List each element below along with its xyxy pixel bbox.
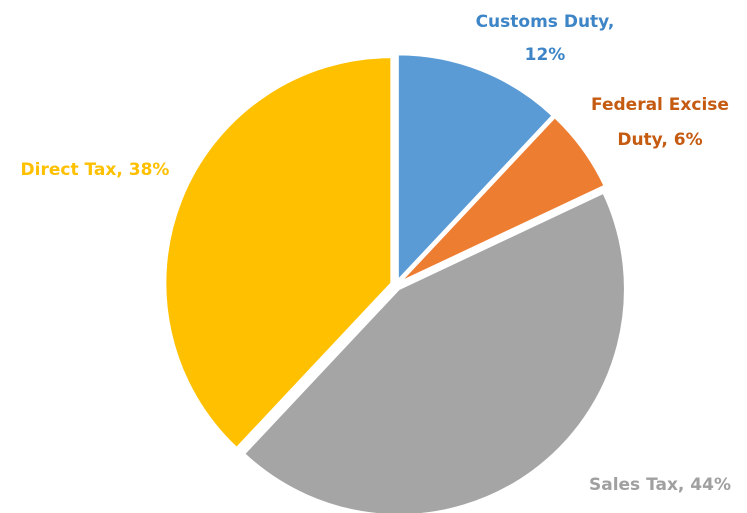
pie-slice bbox=[399, 115, 606, 283]
pie-slice bbox=[396, 53, 554, 283]
data-label: Customs Duty, bbox=[476, 12, 615, 32]
data-label: Direct Tax, 38% bbox=[21, 160, 170, 180]
data-label: Sales Tax, 44% bbox=[589, 475, 731, 495]
pie-slice bbox=[242, 191, 626, 513]
data-label: Duty, 6% bbox=[617, 130, 702, 150]
pie-slice bbox=[164, 56, 393, 450]
data-label: 12% bbox=[525, 45, 566, 65]
data-label: Federal Excise bbox=[591, 95, 729, 115]
